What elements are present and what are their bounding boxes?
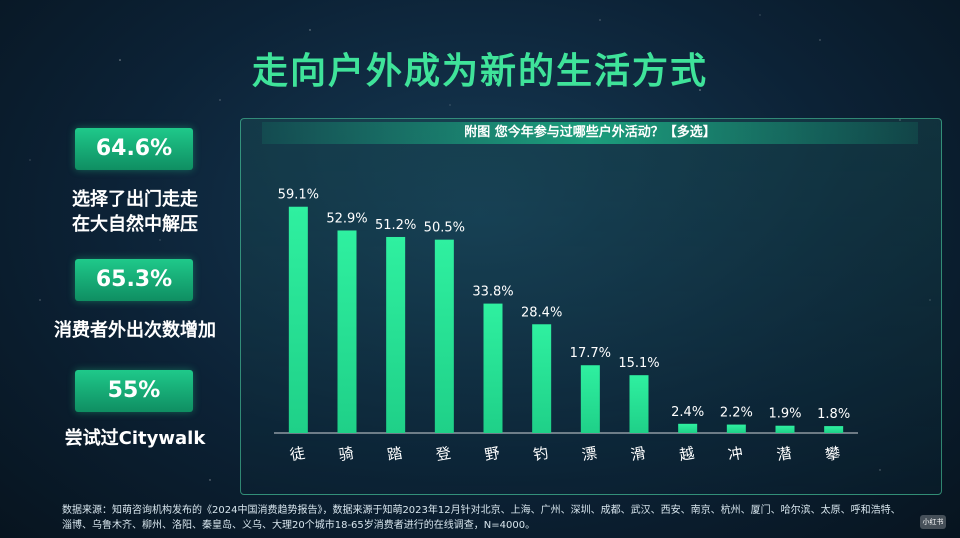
stat-desc-line: 选择了出门走走 — [72, 189, 198, 210]
bar-9 — [726, 424, 746, 433]
x-tick-label-11: 攀 — [824, 444, 842, 464]
footnote-line: 淄博、乌鲁木齐、柳州、洛阳、秦皇岛、义乌、大理20个城市18-65岁消费者进行的… — [62, 520, 536, 531]
x-tick-label-10: 潜 — [775, 444, 793, 464]
bar-11 — [824, 426, 844, 433]
stat-value-outings: 65.3% — [75, 259, 193, 301]
bar-value-label-11: 1.8% — [817, 407, 850, 422]
bar-value-label-6: 17.7% — [570, 346, 611, 361]
bar-value-label-3: 50.5% — [424, 221, 465, 236]
bar-5 — [532, 324, 552, 433]
stat-desc-citywalk: 尝试过Citywalk — [40, 426, 230, 451]
bar-value-label-0: 59.1% — [278, 188, 319, 203]
bar-value-label-8: 2.4% — [671, 405, 704, 420]
bar-8 — [678, 423, 698, 433]
bar-0 — [288, 206, 308, 433]
stat-value-decompress: 64.6% — [75, 128, 193, 170]
bar-value-label-5: 28.4% — [521, 305, 562, 320]
watermark-logo: 小红书 — [920, 515, 946, 529]
x-tick-label-8: 越 — [678, 444, 696, 464]
x-tick-label-6: 漂 — [581, 444, 599, 464]
stat-value-citywalk: 55% — [75, 370, 193, 412]
bar-3 — [434, 239, 454, 433]
chart-title: 附图 您今年参与过哪些户外活动？【多选】 — [262, 122, 918, 144]
bar-6 — [580, 365, 600, 433]
x-tick-label-1: 骑 — [337, 444, 355, 464]
x-tick-label-4: 野 — [483, 444, 501, 464]
page-title: 走向户外成为新的生活方式 — [251, 51, 708, 92]
bar-value-label-9: 2.2% — [720, 406, 753, 421]
bar-1 — [337, 230, 357, 433]
x-tick-label-2: 踏 — [386, 444, 404, 464]
bar-2 — [386, 236, 406, 433]
bar-4 — [483, 303, 503, 433]
bar-value-label-7: 15.1% — [618, 356, 659, 371]
x-tick-label-9: 冲 — [727, 444, 745, 464]
x-tick-label-0: 徒 — [289, 444, 307, 464]
bar-7 — [629, 375, 649, 433]
stat-desc-line: 尝试过Citywalk — [64, 428, 206, 449]
footnote: 数据来源：知萌咨询机构发布的《2024中国消费趋势报告》，数据来源于知萌2023… — [62, 503, 922, 533]
stat-desc-line: 在大自然中解压 — [72, 214, 198, 235]
stat-desc-decompress: 选择了出门走走 在大自然中解压 — [40, 187, 230, 237]
x-tick-label-5: 钓 — [532, 444, 550, 464]
bar-value-label-10: 1.9% — [768, 407, 801, 422]
x-tick-label-7: 滑 — [629, 444, 647, 464]
bar-value-label-2: 51.2% — [375, 218, 416, 233]
bar-10 — [775, 425, 795, 433]
footnote-line: 数据来源：知萌咨询机构发布的《2024中国消费趋势报告》，数据来源于知萌2023… — [62, 505, 901, 516]
stat-desc-line: 消费者外出次数增加 — [54, 320, 216, 341]
bar-value-label-4: 33.8% — [472, 285, 513, 300]
x-tick-label-3: 登 — [435, 444, 453, 464]
bar-value-label-1: 52.9% — [326, 211, 367, 226]
stat-desc-outings: 消费者外出次数增加 — [40, 318, 230, 343]
